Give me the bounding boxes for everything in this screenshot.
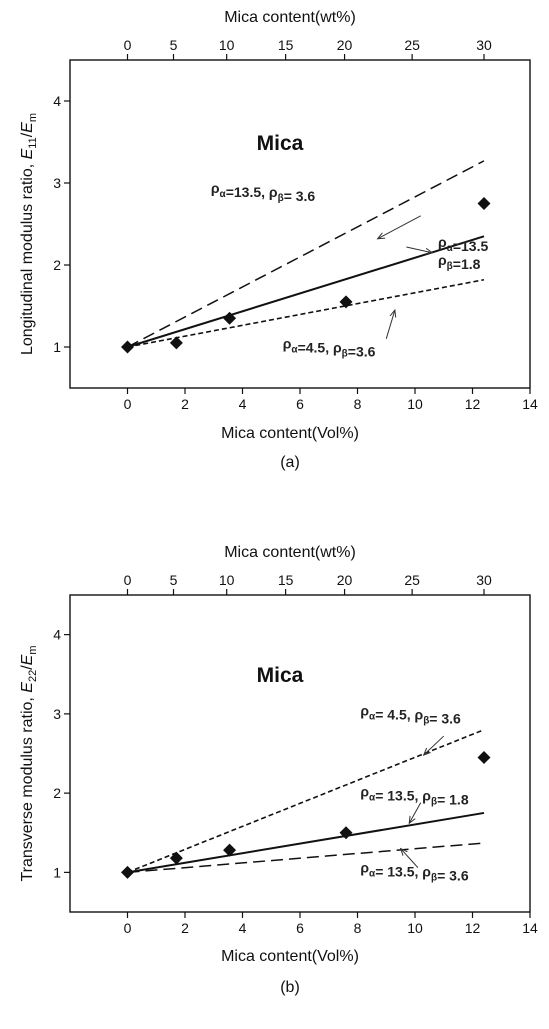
annotation-arrow — [406, 246, 432, 253]
series-line-long-dash — [127, 160, 485, 348]
x-tick-label: 6 — [296, 920, 304, 936]
top-axis-title: Mica content(wt%) — [224, 9, 356, 26]
series-line-solid — [127, 235, 485, 348]
y-tick-label: 3 — [53, 706, 61, 722]
top-tick-label: 15 — [278, 37, 294, 53]
annotation-arrow — [409, 802, 422, 824]
top-tick-label: 5 — [170, 572, 178, 588]
annotation-arrow — [385, 310, 395, 339]
annotation-label: ρα= 13.5, ρβ= 3.6 — [360, 859, 468, 883]
top-tick-label: 5 — [170, 37, 178, 53]
x-tick-label: 8 — [354, 396, 362, 412]
annotation-label: ρα= 13.5, ρβ= 1.8 — [360, 783, 468, 807]
plot-frame — [69, 594, 531, 913]
data-marker — [223, 311, 237, 325]
top-tick-label: 20 — [337, 572, 353, 588]
x-tick-label: 2 — [181, 920, 189, 936]
top-tick-label: 0 — [124, 572, 132, 588]
x-tick-label: 2 — [181, 396, 189, 412]
top-tick-label: 10 — [219, 572, 235, 588]
x-tick-label: 10 — [407, 920, 423, 936]
x-tick-label: 4 — [239, 920, 247, 936]
top-tick-label: 20 — [337, 37, 353, 53]
top-tick-label: 30 — [476, 572, 492, 588]
data-marker — [223, 843, 237, 857]
y-tick-label: 2 — [53, 785, 61, 801]
annotation-label: ρα=13.5, ρβ= 3.6 — [211, 180, 316, 204]
y-tick-label: 3 — [53, 175, 61, 191]
panel-title: Mica — [257, 664, 304, 687]
x-axis-title: Mica content(Vol%) — [221, 948, 359, 965]
annotation-arrow — [424, 735, 445, 755]
annotation-label: ρβ=1.8 — [438, 252, 481, 272]
y-tick-label: 1 — [53, 339, 61, 355]
x-axis-title: Mica content(Vol%) — [221, 425, 359, 442]
top-tick-label: 0 — [124, 37, 132, 53]
data-marker — [477, 197, 491, 210]
x-tick-label: 14 — [522, 920, 538, 936]
y-axis-title: Longitudinal modulus ratio, E11/Em — [19, 113, 39, 355]
annotation-arrow — [378, 215, 421, 239]
data-marker — [121, 340, 134, 354]
x-tick-label: 6 — [296, 396, 304, 412]
data-marker — [477, 750, 491, 764]
annotation-label: ρα=4.5, ρβ=3.6 — [283, 336, 376, 360]
series-line-short-dash — [127, 278, 485, 348]
data-marker — [169, 336, 183, 350]
x-tick-label: 10 — [407, 396, 423, 412]
top-tick-label: 25 — [404, 37, 420, 53]
x-tick-label: 8 — [354, 920, 362, 936]
data-marker — [339, 295, 353, 309]
annotation-arrow — [401, 849, 419, 868]
top-tick-label: 25 — [404, 572, 420, 588]
x-tick-label: 0 — [124, 396, 132, 412]
x-tick-label: 4 — [239, 396, 247, 412]
top-tick-label: 15 — [278, 572, 294, 588]
data-marker — [121, 865, 134, 879]
top-tick-label: 30 — [476, 37, 492, 53]
series-line-long-dash — [127, 842, 485, 874]
y-tick-label: 2 — [53, 257, 61, 273]
data-marker — [169, 851, 183, 865]
x-tick-label: 14 — [522, 396, 538, 412]
panel-title: Mica — [257, 132, 304, 155]
annotation-label: ρα=13.5 — [438, 234, 488, 254]
top-tick-label: 10 — [219, 37, 235, 53]
top-axis-title: Mica content(wt%) — [224, 544, 356, 561]
panel-caption: (b) — [280, 979, 300, 996]
panel-caption: (a) — [280, 454, 300, 471]
x-tick-label: 12 — [465, 920, 481, 936]
data-marker — [339, 826, 353, 840]
series-line-solid — [127, 811, 485, 874]
y-tick-label: 4 — [53, 93, 61, 109]
y-tick-label: 1 — [53, 864, 61, 880]
x-tick-label: 0 — [124, 920, 132, 936]
x-tick-label: 12 — [465, 396, 481, 412]
y-axis-title: Transverse modulus ratio, E22/Em — [19, 645, 39, 881]
y-tick-label: 4 — [53, 627, 61, 643]
annotation-label: ρα= 4.5, ρβ= 3.6 — [360, 702, 461, 726]
